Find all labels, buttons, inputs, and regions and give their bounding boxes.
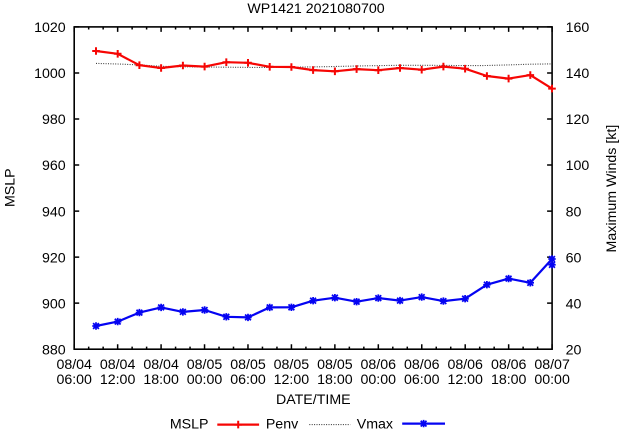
svg-text:920: 920	[42, 250, 66, 266]
svg-text:Maximum Winds [kt]: Maximum Winds [kt]	[604, 125, 619, 253]
svg-text:08/06: 08/06	[404, 357, 440, 373]
svg-text:06:00: 06:00	[56, 372, 92, 388]
svg-text:08/05: 08/05	[187, 357, 223, 373]
svg-text:900: 900	[42, 296, 66, 312]
svg-text:08/04: 08/04	[56, 357, 92, 373]
svg-text:08/07: 08/07	[534, 357, 570, 373]
svg-text:06:00: 06:00	[230, 372, 266, 388]
svg-text:Vmax: Vmax	[357, 417, 393, 432]
svg-text:08/04: 08/04	[143, 357, 179, 373]
svg-text:08/04: 08/04	[100, 357, 136, 373]
svg-text:Penv: Penv	[266, 417, 299, 432]
svg-text:08/06: 08/06	[447, 357, 483, 373]
svg-text:08/05: 08/05	[274, 357, 310, 373]
svg-text:1000: 1000	[34, 66, 66, 82]
svg-text:18:00: 18:00	[317, 372, 353, 388]
svg-text:60: 60	[566, 250, 582, 266]
svg-text:960: 960	[42, 158, 66, 174]
svg-text:06:00: 06:00	[404, 372, 440, 388]
svg-text:880: 880	[42, 342, 66, 358]
svg-text:12:00: 12:00	[274, 372, 310, 388]
svg-text:40: 40	[566, 296, 582, 312]
svg-text:08/06: 08/06	[491, 357, 527, 373]
svg-text:80: 80	[566, 204, 582, 220]
svg-text:20: 20	[566, 342, 582, 358]
svg-text:12:00: 12:00	[100, 372, 136, 388]
svg-text:940: 940	[42, 204, 66, 220]
svg-text:980: 980	[42, 112, 66, 128]
svg-text:WP1421 2021080700: WP1421 2021080700	[247, 1, 384, 17]
svg-text:08/05: 08/05	[317, 357, 353, 373]
svg-text:1020: 1020	[34, 20, 66, 36]
svg-text:MSLP: MSLP	[170, 417, 209, 432]
svg-text:140: 140	[566, 66, 590, 82]
svg-text:00:00: 00:00	[361, 372, 397, 388]
svg-text:08/06: 08/06	[361, 357, 397, 373]
svg-text:160: 160	[566, 20, 590, 36]
svg-text:100: 100	[566, 158, 590, 174]
svg-text:12:00: 12:00	[447, 372, 483, 388]
svg-text:MSLP: MSLP	[2, 168, 18, 207]
svg-text:18:00: 18:00	[143, 372, 179, 388]
svg-text:18:00: 18:00	[491, 372, 527, 388]
svg-text:00:00: 00:00	[534, 372, 570, 388]
svg-text:00:00: 00:00	[187, 372, 223, 388]
svg-text:DATE/TIME: DATE/TIME	[276, 392, 351, 408]
svg-text:08/05: 08/05	[230, 357, 266, 373]
svg-text:120: 120	[566, 112, 590, 128]
